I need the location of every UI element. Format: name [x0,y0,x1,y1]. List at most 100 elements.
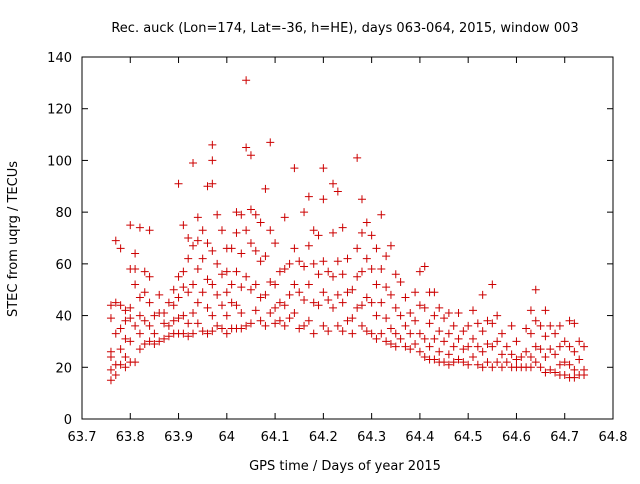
x-axis-ticks: 63.7 63.8 63.9 64 64.1 64.2 64.3 64.4 64.5 64.6 64… [68,57,627,445]
data-point [285,314,294,323]
data-point [208,179,217,188]
data-point [309,329,318,338]
data-point [309,298,318,307]
data-point [531,342,540,351]
data-point [222,288,231,297]
data-point [314,270,323,279]
data-point [478,327,487,336]
data-point [415,301,424,310]
data-point [135,345,144,354]
data-point [343,254,352,263]
data-point [565,316,574,325]
data-point [386,324,395,333]
data-point [367,265,376,274]
data-point [256,257,265,266]
data-point [353,303,362,312]
data-point [386,241,395,250]
data-point [483,316,492,325]
data-point [179,311,188,320]
data-point [367,298,376,307]
data-point [280,301,289,310]
data-point [131,249,140,258]
data-point [106,376,115,385]
data-point [464,360,473,369]
data-point [478,363,487,372]
data-point [570,319,579,328]
data-point [507,321,516,330]
chart-title: Rec. auck (Lon=174, Lat=-36, h=HE), days… [111,21,578,36]
data-point [454,355,463,364]
data-point [449,358,458,367]
data-point [502,358,511,367]
x-tick-label: 64.6 [502,430,531,445]
data-point [420,352,429,361]
data-point [449,321,458,330]
data-point [372,280,381,289]
data-point [222,267,231,276]
data-point [488,363,497,372]
data-point [155,337,164,346]
data-point [126,337,135,346]
data-point [266,308,275,317]
data-point [193,213,202,222]
data-point [382,337,391,346]
data-point [319,195,328,204]
data-point [391,270,400,279]
data-point [329,228,338,237]
data-point [135,329,144,338]
y-tick-label: 20 [55,361,72,376]
data-point [106,365,115,374]
data-point [227,244,236,253]
data-point [353,272,362,281]
data-point [131,280,140,289]
data-point [213,259,222,268]
data-point [285,290,294,299]
data-point [304,316,313,325]
data-point [526,306,535,315]
data-point [121,334,130,343]
data-point [208,280,217,289]
data-point [357,267,366,276]
data-point [135,293,144,302]
data-point [116,360,125,369]
data-point [357,301,366,310]
data-point [251,280,260,289]
data-point [300,262,309,271]
data-point [169,316,178,325]
data-point [488,342,497,351]
data-point [189,280,198,289]
data-point [261,184,270,193]
data-point [106,301,115,310]
data-point [280,321,289,330]
data-point [522,347,531,356]
data-point [131,265,140,274]
data-point [411,316,420,325]
data-point [329,303,338,312]
data-point [377,329,386,338]
data-point [353,153,362,162]
data-point [251,306,260,315]
data-point [150,340,159,349]
data-point [174,179,183,188]
data-point [227,280,236,289]
data-point [565,342,574,351]
data-point [304,241,313,250]
x-axis-label: GPS time / Days of year 2015 [249,459,441,474]
data-point [536,321,545,330]
data-point [126,314,135,323]
data-point [522,324,531,333]
data-point [444,360,453,369]
data-point [459,358,468,367]
data-point [357,195,366,204]
data-point [353,244,362,253]
data-point [232,208,241,217]
data-point [478,290,487,299]
data-point [261,252,270,261]
data-point [135,223,144,232]
data-point [140,267,149,276]
data-point [531,316,540,325]
data-point [266,277,275,286]
data-point [406,308,415,317]
data-point [256,316,265,325]
data-point [367,231,376,240]
